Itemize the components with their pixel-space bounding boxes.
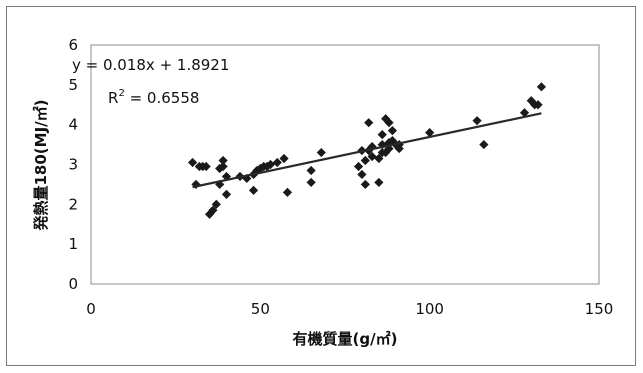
y-tick-label: 0 (68, 275, 78, 293)
data-point (374, 177, 384, 188)
data-point (377, 139, 387, 150)
data-point (394, 143, 404, 154)
data-point (425, 128, 435, 138)
plot-area (90, 44, 600, 285)
data-point (357, 169, 367, 180)
x-tick-label: 50 (251, 300, 270, 318)
y-axis-label: 発熱量180(MJ/㎡) (32, 99, 50, 231)
r2-prefix: R (108, 89, 118, 107)
data-point (218, 161, 228, 172)
trend-line (192, 112, 542, 189)
data-point (360, 179, 370, 190)
y-tick-label: 4 (68, 116, 78, 134)
data-point (262, 161, 272, 172)
data-point (279, 153, 289, 164)
data-point (381, 114, 391, 124)
r2-value: = 0.6558 (125, 89, 200, 107)
data-point (533, 100, 543, 110)
data-point (252, 165, 262, 176)
data-point (353, 161, 364, 172)
data-point (364, 118, 374, 128)
data-points (188, 82, 547, 219)
data-point (360, 155, 370, 166)
trend-equation: y = 0.018x + 1.8921 (72, 56, 229, 74)
data-point (472, 116, 482, 126)
y-tick-label: 3 (68, 156, 78, 174)
data-point (384, 118, 394, 128)
data-point (208, 205, 218, 215)
r2-exponent: 2 (118, 88, 124, 99)
data-point (306, 165, 316, 176)
y-tick-label: 6 (68, 36, 78, 54)
trend-r-squared: R2 = 0.6558 (108, 88, 199, 107)
data-point (377, 130, 387, 140)
x-tick-label: 100 (415, 300, 444, 318)
data-point (265, 159, 276, 170)
x-tick-label: 0 (86, 300, 96, 318)
data-point (282, 187, 293, 197)
data-point (374, 153, 384, 164)
y-axis-ticks: 0 1 2 3 4 5 6 (68, 36, 78, 293)
data-point (316, 147, 326, 158)
data-point (218, 155, 228, 166)
data-point (201, 161, 211, 172)
y-tick-label: 5 (68, 76, 78, 94)
x-tick-label: 150 (585, 300, 614, 318)
data-point (306, 177, 316, 188)
y-tick-label: 1 (68, 235, 78, 253)
data-point (221, 189, 232, 199)
data-point (387, 126, 398, 136)
data-point (479, 139, 489, 150)
x-axis-label: 有機質量(g/㎡) (293, 330, 398, 348)
x-axis-ticks: 0 50 100 150 (86, 300, 613, 318)
data-point (211, 199, 221, 209)
data-point (519, 108, 530, 118)
data-point (188, 157, 198, 168)
y-tick-label: 2 (68, 195, 78, 213)
data-point (367, 151, 377, 162)
data-point (272, 157, 282, 168)
data-point (248, 185, 259, 195)
data-point (536, 82, 547, 92)
